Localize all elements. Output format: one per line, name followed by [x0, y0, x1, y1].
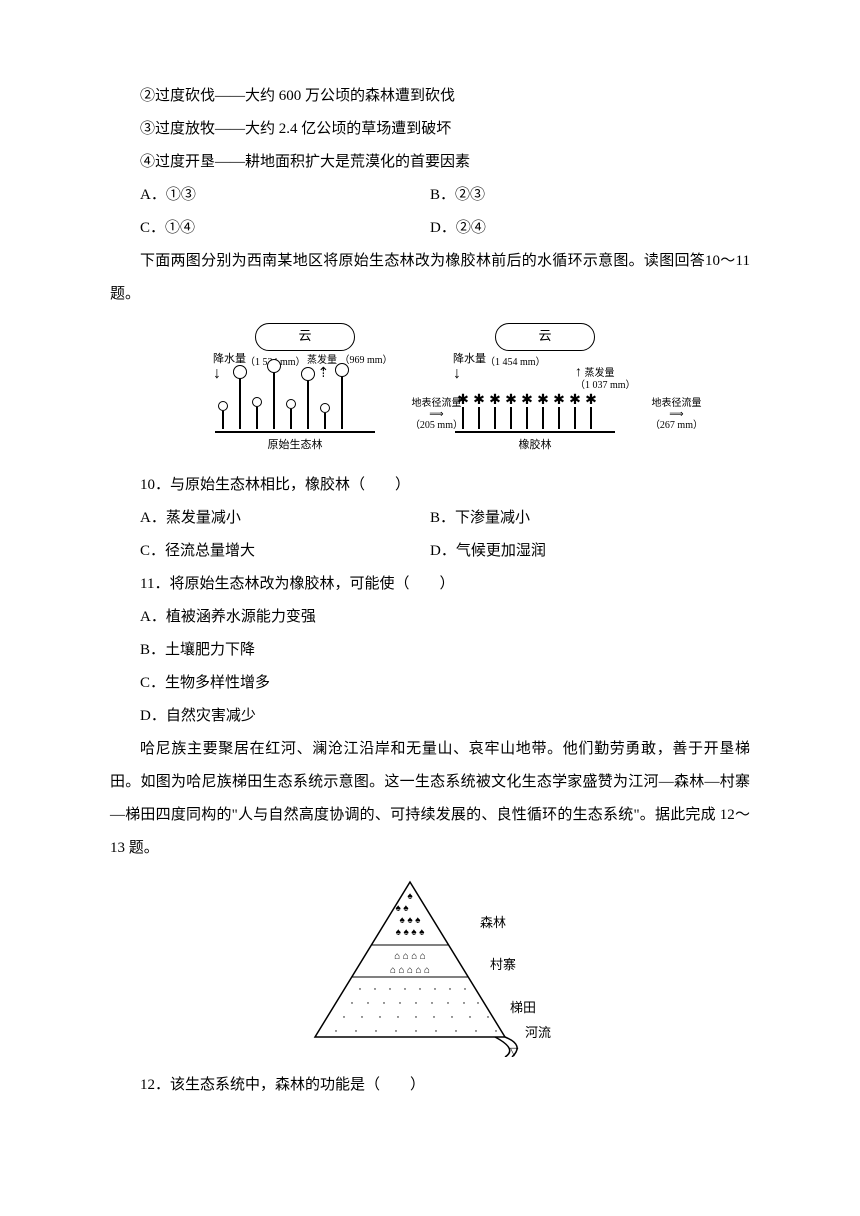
svg-text:♠ ♠ ♠ ♠: ♠ ♠ ♠ ♠: [396, 927, 425, 938]
water-cycle-figure: 云 降水量 ↓ （1 534 mm） 蒸发量 （969 mm） ↑ ⇡: [110, 323, 750, 457]
label-river: 河流: [525, 1025, 551, 1040]
q11-option-a[interactable]: A．植被涵养水源能力变强: [110, 601, 750, 634]
q11-option-d[interactable]: D．自然灾害减少: [110, 700, 750, 733]
q10-option-a[interactable]: A．蒸发量减小: [110, 502, 430, 535]
terrace-ecosystem-figure: ♠ ♠ ♠ ♠ ♠ ♠ ♠ ♠ ♠ ♠ ⌂ ⌂ ⌂ ⌂ ⌂ ⌂ ⌂ ⌂ ⌂ 森林…: [110, 877, 750, 1057]
statement-3: ③过度放牧——大约 2.4 亿公顷的草场遭到破坏: [110, 113, 750, 146]
q10-stem: 10．与原始生态林相比，橡胶林（ ）: [110, 469, 750, 502]
q9-options-row1: A．①③ B．②③: [110, 179, 750, 212]
runoff-right: 地表径流量⟹ （267 mm）: [650, 398, 703, 431]
q11-option-b[interactable]: B．土壤肥力下降: [110, 634, 750, 667]
q11-option-c[interactable]: C．生物多样性增多: [110, 667, 750, 700]
label-forest: 森林: [480, 915, 506, 930]
q11-stem: 11．将原始生态林改为橡胶林，可能使（ ）: [110, 568, 750, 601]
q9-option-d[interactable]: D．②④: [430, 212, 750, 245]
svg-text:♠ ♠: ♠ ♠: [395, 903, 409, 914]
q12-stem: 12．该生态系统中，森林的功能是（ ）: [110, 1069, 750, 1102]
statement-2: ②过度砍伐——大约 600 万公顷的森林遭到砍伐: [110, 80, 750, 113]
svg-text:♠: ♠: [407, 891, 413, 902]
cloud-left: 云: [255, 323, 355, 351]
caption-left: 原始生态林: [215, 433, 375, 457]
q9-option-a[interactable]: A．①③: [110, 179, 430, 212]
q10-option-c[interactable]: C．径流总量增大: [110, 535, 430, 568]
diagram-rubber-forest: 云 降水量 ↓ （1 454 mm） ↑ 蒸发量 （1 037 mm） ✱ ✱ …: [445, 323, 655, 457]
cloud-right: 云: [495, 323, 595, 351]
q9-option-c[interactable]: C．①④: [110, 212, 430, 245]
q10-option-d[interactable]: D．气候更加湿润: [430, 535, 750, 568]
intro-10-11: 下面两图分别为西南某地区将原始生态林改为橡胶林前后的水循环示意图。读图回答10～…: [110, 245, 750, 311]
intro-12-13: 哈尼族主要聚居在红河、澜沧江沿岸和无量山、哀牢山地带。他们勤劳勇敢，善于开垦梯田…: [110, 733, 750, 865]
caption-right: 橡胶林: [455, 433, 615, 457]
q10-row2: C．径流总量增大 D．气候更加湿润: [110, 535, 750, 568]
svg-text:⌂ ⌂ ⌂ ⌂: ⌂ ⌂ ⌂ ⌂: [394, 951, 426, 962]
q9-options-row2: C．①④ D．②④: [110, 212, 750, 245]
diagram-original-forest: 云 降水量 ↓ （1 534 mm） 蒸发量 （969 mm） ↑ ⇡: [205, 323, 415, 457]
q10-row1: A．蒸发量减小 B．下渗量减小: [110, 502, 750, 535]
q9-option-b[interactable]: B．②③: [430, 179, 750, 212]
svg-text:⌂ ⌂ ⌂ ⌂ ⌂: ⌂ ⌂ ⌂ ⌂ ⌂: [390, 965, 430, 976]
statement-4: ④过度开垦——耕地面积扩大是荒漠化的首要因素: [110, 146, 750, 179]
svg-text:♠ ♠ ♠: ♠ ♠ ♠: [400, 915, 422, 926]
q10-option-b[interactable]: B．下渗量减小: [430, 502, 750, 535]
label-terrace: 梯田: [510, 1000, 536, 1015]
svg-text:▽: ▽: [510, 1046, 519, 1057]
label-village: 村寨: [490, 957, 516, 972]
